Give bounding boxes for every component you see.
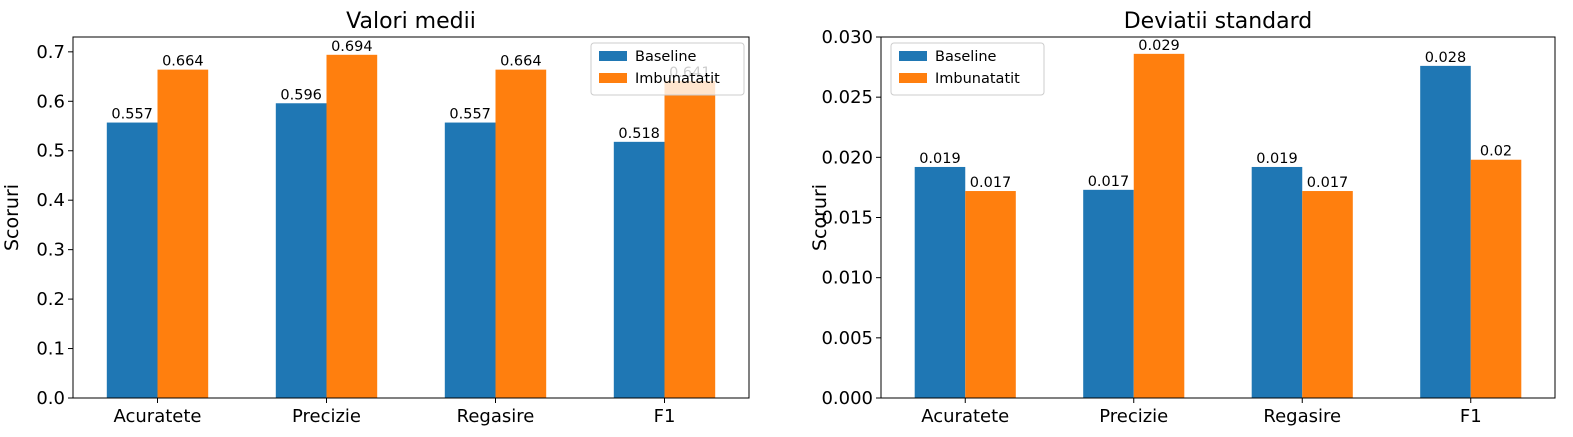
x-tick-label: Precizie — [292, 406, 361, 427]
legend: Baseline Imbunatatit — [590, 42, 745, 96]
data-label: 0.557 — [111, 107, 153, 123]
bar-baseline-f1 — [613, 141, 665, 398]
data-label: 0.596 — [280, 87, 322, 103]
x-tick-label: Regasire — [457, 406, 535, 427]
bar-baseline-acuratete — [106, 122, 158, 398]
legend: Baseline Imbunatatit — [890, 42, 1045, 96]
chart-panel-2: 0.0190.0170.0190.0280.0170.0290.0170.020… — [809, 9, 1556, 427]
y-tick-label: 0.5 — [36, 141, 65, 162]
data-label: 0.518 — [618, 126, 660, 142]
data-label: 0.028 — [1425, 50, 1467, 66]
y-axis-label: Scoruri — [1, 184, 23, 251]
legend-box — [890, 42, 1045, 96]
x-tick-label: F1 — [654, 406, 676, 427]
y-tick-label: 0.030 — [821, 27, 873, 48]
legend-swatch-baseline — [599, 51, 627, 61]
legend-label: Imbunatatit — [635, 71, 720, 87]
data-label: 0.664 — [500, 54, 542, 70]
y-tick-label: 0.005 — [821, 328, 873, 349]
chart-title: Deviatii standard — [1124, 9, 1313, 34]
bar-imbunatatit-f1 — [1470, 159, 1522, 398]
x-tick-label: Acuratete — [921, 406, 1009, 427]
y-tick-label: 0.010 — [821, 268, 873, 289]
chart-panel-1: 0.5570.5960.5570.5180.6640.6940.6640.641… — [1, 9, 750, 427]
data-label: 0.017 — [970, 175, 1012, 191]
y-tick-label: 0.7 — [36, 42, 65, 63]
legend-swatch-imbunatatit — [599, 73, 627, 83]
axes-frame — [72, 36, 750, 399]
data-label: 0.694 — [331, 39, 373, 55]
bar-imbunatatit-f1 — [664, 81, 716, 398]
data-label: 0.02 — [1480, 144, 1512, 160]
y-tick-label: 0.1 — [36, 339, 65, 360]
bar-imbunatatit-regasire — [495, 69, 547, 398]
y-tick-label: 0.000 — [821, 388, 873, 409]
legend-swatch-imbunatatit — [899, 73, 927, 83]
y-axis-label: Scoruri — [809, 184, 831, 251]
y-tick-label: 0.6 — [36, 91, 65, 112]
bar-imbunatatit-acuratete — [965, 191, 1016, 398]
y-tick-label: 0.2 — [36, 289, 65, 310]
y-tick-label: 0.3 — [36, 240, 65, 261]
x-tick-label: Acuratete — [114, 406, 202, 427]
y-tick-label: 0.025 — [821, 87, 873, 108]
data-label: 0.664 — [162, 54, 204, 70]
legend-label: Baseline — [935, 49, 997, 65]
y-tick-label: 0.020 — [821, 147, 873, 168]
bar-imbunatatit-precizie — [326, 54, 378, 399]
legend-swatch-baseline — [899, 51, 927, 61]
bar-baseline-precizie — [275, 103, 327, 399]
data-label: 0.019 — [1256, 151, 1298, 167]
legend-box — [590, 42, 745, 96]
data-label: 0.557 — [449, 107, 491, 123]
x-tick-label: Precizie — [1099, 406, 1168, 427]
bar-baseline-acuratete — [914, 166, 966, 398]
bar-baseline-regasire — [444, 122, 496, 398]
data-label: 0.019 — [919, 151, 961, 167]
legend-label: Imbunatatit — [935, 71, 1020, 87]
data-label: 0.029 — [1138, 38, 1180, 54]
bar-imbunatatit-regasire — [1302, 191, 1353, 398]
chart-title: Valori medii — [346, 9, 476, 34]
bar-baseline-precizie — [1083, 189, 1134, 398]
y-tick-label: 0.4 — [36, 190, 65, 211]
x-tick-label: Regasire — [1263, 406, 1341, 427]
y-tick-label: 0.0 — [36, 388, 65, 409]
legend-label: Baseline — [635, 49, 697, 65]
bar-imbunatatit-acuratete — [157, 69, 209, 398]
bar-baseline-f1 — [1420, 65, 1471, 398]
bar-imbunatatit-precizie — [1133, 53, 1185, 398]
data-label: 0.017 — [1088, 174, 1130, 190]
data-label: 0.017 — [1307, 175, 1349, 191]
bar-baseline-regasire — [1251, 166, 1303, 398]
y-tick-label: 0.015 — [821, 208, 873, 229]
x-tick-label: F1 — [1460, 406, 1482, 427]
